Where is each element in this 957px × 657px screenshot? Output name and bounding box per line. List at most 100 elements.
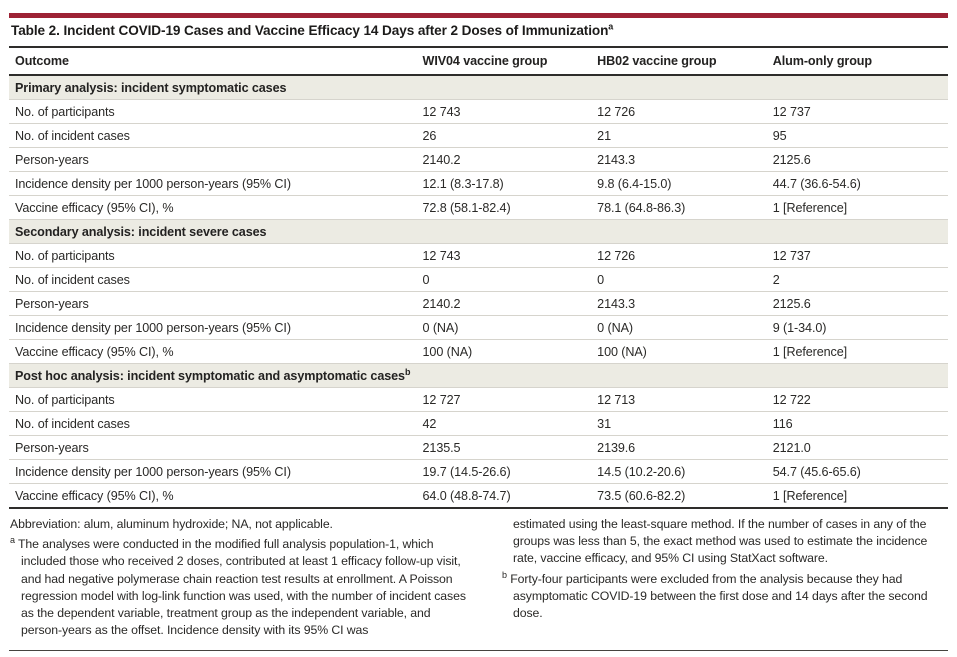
row-label: No. of incident cases	[15, 129, 130, 143]
cell-alum: 95	[772, 129, 787, 143]
table-row: Incidence density per 1000 person-years …	[9, 172, 948, 196]
cell-alum: 12 737	[772, 249, 811, 263]
cell-wiv04: 12.1 (8.3-17.8)	[422, 177, 504, 191]
cell-hb02: 12 726	[597, 105, 636, 119]
row-label: No. of participants	[15, 105, 115, 119]
cell-alum: 2	[772, 273, 780, 287]
section-header-posthoc: Post hoc analysis: incident symptomatic …	[9, 363, 948, 388]
cell-alum: 2125.6	[772, 153, 811, 167]
cell-hb02: 2143.3	[597, 297, 636, 311]
row-label: No. of incident cases	[15, 273, 130, 287]
cell-hb02: 73.5 (60.6-82.2)	[597, 489, 686, 503]
cell-alum: 44.7 (36.6-54.6)	[772, 177, 861, 191]
cell-hb02: 2139.6	[597, 441, 636, 455]
column-header-wiv04: WIV04 vaccine group	[416, 47, 592, 76]
footnote-b: b Forty-four participants were excluded …	[502, 569, 942, 623]
footnotes-left-column: Abbreviation: alum, aluminum hydroxide; …	[9, 516, 474, 650]
table-row: No. of participants 12 743 12 726 12 737	[9, 100, 948, 124]
table-row: Vaccine efficacy (95% CI), % 64.0 (48.8-…	[9, 484, 948, 509]
table-row: No. of incident cases 0 0 2	[9, 268, 948, 292]
row-label: Vaccine efficacy (95% CI), %	[15, 489, 174, 503]
cell-hb02: 78.1 (64.8-86.3)	[597, 201, 686, 215]
cell-hb02: 12 713	[597, 393, 636, 407]
cell-hb02: 21	[597, 129, 611, 143]
column-header-alum: Alum-only group	[766, 47, 948, 76]
cell-alum: 12 737	[772, 105, 811, 119]
cell-alum: 1 [Reference]	[772, 201, 848, 215]
section-label: Post hoc analysis: incident symptomatic …	[15, 366, 411, 383]
cell-wiv04: 0	[422, 273, 430, 287]
cell-wiv04: 26	[422, 129, 437, 143]
row-label: No. of participants	[15, 393, 115, 407]
cell-alum: 2125.6	[772, 297, 811, 311]
table-row: No. of participants 12 743 12 726 12 737	[9, 244, 948, 268]
cell-wiv04: 100 (NA)	[422, 345, 473, 359]
table-row: Incidence density per 1000 person-years …	[9, 460, 948, 484]
table-row: Incidence density per 1000 person-years …	[9, 316, 948, 340]
footnote-b-text: Forty-four participants were excluded fr…	[510, 571, 928, 621]
cell-wiv04: 12 743	[422, 249, 461, 263]
footnotes-block: Abbreviation: alum, aluminum hydroxide; …	[9, 509, 948, 651]
cell-alum: 2121.0	[772, 441, 811, 455]
section-header-primary: Primary analysis: incident symptomatic c…	[9, 75, 948, 100]
row-label: Vaccine efficacy (95% CI), %	[15, 345, 174, 359]
data-table: Outcome WIV04 vaccine group HB02 vaccine…	[9, 46, 948, 509]
footnote-a: a The analyses were conducted in the mod…	[10, 536, 474, 639]
table-row: Person-years 2135.5 2139.6 2121.0	[9, 436, 948, 460]
footnotes-right-column: estimated using the least-square method.…	[502, 516, 948, 650]
footnote-a-text: The analyses were conducted in the modif…	[18, 537, 466, 638]
section-header-secondary: Secondary analysis: incident severe case…	[9, 219, 948, 244]
cell-wiv04: 12 727	[422, 393, 461, 407]
row-label: Incidence density per 1000 person-years …	[15, 321, 291, 335]
table-row: Person-years 2140.2 2143.3 2125.6	[9, 292, 948, 316]
footnote-a-marker: a	[10, 535, 15, 546]
table-row: No. of participants 12 727 12 713 12 722	[9, 388, 948, 412]
row-label: Person-years	[15, 441, 89, 455]
cell-alum: 12 722	[772, 393, 811, 407]
cell-wiv04: 2140.2	[422, 153, 461, 167]
table-header: Outcome WIV04 vaccine group HB02 vaccine…	[9, 47, 948, 76]
cell-hb02: 0	[597, 273, 605, 287]
table-row: Person-years 2140.2 2143.3 2125.6	[9, 148, 948, 172]
journal-table-figure: Table 2. Incident COVID-19 Cases and Vac…	[9, 13, 948, 651]
accent-bar	[9, 13, 948, 18]
table-title-text: Table 2. Incident COVID-19 Cases and Vac…	[11, 23, 609, 38]
cell-hb02: 14.5 (10.2-20.6)	[597, 465, 686, 479]
row-label: No. of participants	[15, 249, 115, 263]
row-label: No. of incident cases	[15, 417, 130, 431]
abbreviation-note: Abbreviation: alum, aluminum hydroxide; …	[10, 517, 333, 531]
cell-hb02: 0 (NA)	[597, 321, 633, 335]
row-label: Person-years	[15, 153, 89, 167]
table-row: No. of incident cases 42 31 116	[9, 412, 948, 436]
cell-hb02: 100 (NA)	[597, 345, 647, 359]
table-row: Vaccine efficacy (95% CI), % 100 (NA) 10…	[9, 340, 948, 364]
cell-wiv04: 2140.2	[422, 297, 461, 311]
section-label: Secondary analysis: incident severe case…	[15, 225, 267, 239]
row-label: Person-years	[15, 297, 89, 311]
footnote-a-continued: estimated using the least-square method.…	[513, 517, 928, 566]
cell-hb02: 31	[597, 417, 611, 431]
cell-wiv04: 19.7 (14.5-26.6)	[422, 465, 511, 479]
row-label: Incidence density per 1000 person-years …	[15, 177, 291, 191]
cell-alum: 116	[772, 417, 793, 431]
cell-wiv04: 64.0 (48.8-74.7)	[422, 489, 511, 503]
table-title-footnote-marker: a	[608, 21, 614, 32]
column-header-hb02: HB02 vaccine group	[591, 47, 767, 76]
section-footnote-marker: b	[404, 366, 411, 377]
header-row: Outcome WIV04 vaccine group HB02 vaccine…	[9, 47, 948, 76]
row-label: Incidence density per 1000 person-years …	[15, 465, 291, 479]
column-header-outcome: Outcome	[9, 47, 417, 76]
cell-alum: 54.7 (45.6-65.6)	[772, 465, 861, 479]
section-label: Primary analysis: incident symptomatic c…	[15, 81, 287, 95]
cell-alum: 1 [Reference]	[772, 489, 848, 503]
cell-hb02: 9.8 (6.4-15.0)	[597, 177, 672, 191]
cell-alum: 9 (1-34.0)	[772, 321, 827, 335]
cell-hb02: 2143.3	[597, 153, 636, 167]
table-row: No. of incident cases 26 21 95	[9, 124, 948, 148]
table-body: Primary analysis: incident symptomatic c…	[9, 75, 948, 508]
footnote-b-marker: b	[502, 569, 507, 580]
cell-alum: 1 [Reference]	[772, 345, 848, 359]
table-title: Table 2. Incident COVID-19 Cases and Vac…	[9, 22, 948, 40]
cell-wiv04: 72.8 (58.1-82.4)	[422, 201, 511, 215]
cell-wiv04: 42	[422, 417, 437, 431]
